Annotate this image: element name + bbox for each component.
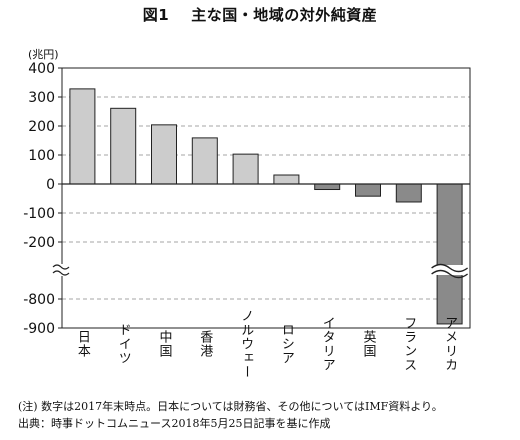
x-category-label: ノルウェー [238,309,253,379]
bar-break-squiggle [431,269,469,279]
chart-title: 図1 主な国・地域の対外純資産 [0,4,520,25]
bars [69,88,463,325]
y-axis-unit: (兆円) [28,48,59,61]
x-category-label: ドイツ [116,323,131,365]
bar-break-gap [431,265,468,275]
bar [232,153,259,185]
axis-break-gap [54,264,70,276]
y-tick-label: -200 [23,235,55,251]
bar [273,174,300,185]
figure-title: 主な国・地域の対外純資産 [191,6,378,24]
y-tick-label: -900 [23,321,55,337]
note-text: (注) 数字は2017年末時点。日本については財務省、その他についてはIMF資料… [18,400,443,413]
y-tick-label: -100 [23,206,55,222]
bar [314,183,341,191]
y-tick-label: 0 [46,177,55,193]
bar-break-squiggle [431,263,469,273]
x-category-labels: 日本 ドイツ 中国 香港 ノルウェー ロシア イタリア 英国 フランス アメリカ [75,309,457,379]
x-category-label: 日本 [75,330,91,358]
y-tick-label: -800 [23,292,55,308]
footnotes: (注) 数字は2017年末時点。日本については財務省、その他についてはIMF資料… [18,398,443,432]
x-category-label: 中国 [157,330,172,358]
bar [355,183,381,197]
x-category-label: アメリカ [442,316,457,372]
y-tick-label: 200 [28,119,55,135]
axis-break-marks [52,263,469,279]
bar [436,183,463,325]
bar [151,124,177,185]
figure-label: 図1 [142,6,170,24]
y-tick-labels: 400 300 200 100 0 -100 -200 -800 -900 [23,61,55,337]
x-category-label: フランス [401,316,416,372]
bar [191,137,218,185]
bar [395,183,422,203]
source-text: 出典：時事ドットコムニュース2018年5月25日記事を基に作成 [18,417,331,430]
y-tick-label: 300 [28,90,55,106]
gridlines [62,96,470,300]
y-tick-label: 400 [28,61,55,77]
x-category-label: イタリア [320,316,335,372]
axis-break-squiggle [52,264,70,270]
y-tick-label: 100 [28,148,55,164]
bar [69,88,96,185]
x-category-label: 香港 [197,330,213,358]
x-category-label: 英国 [361,330,377,358]
axis-break-squiggle [52,270,70,276]
bar [110,107,137,185]
x-category-label: ロシア [279,323,294,365]
axes [58,67,471,329]
plot-frame [61,67,471,329]
